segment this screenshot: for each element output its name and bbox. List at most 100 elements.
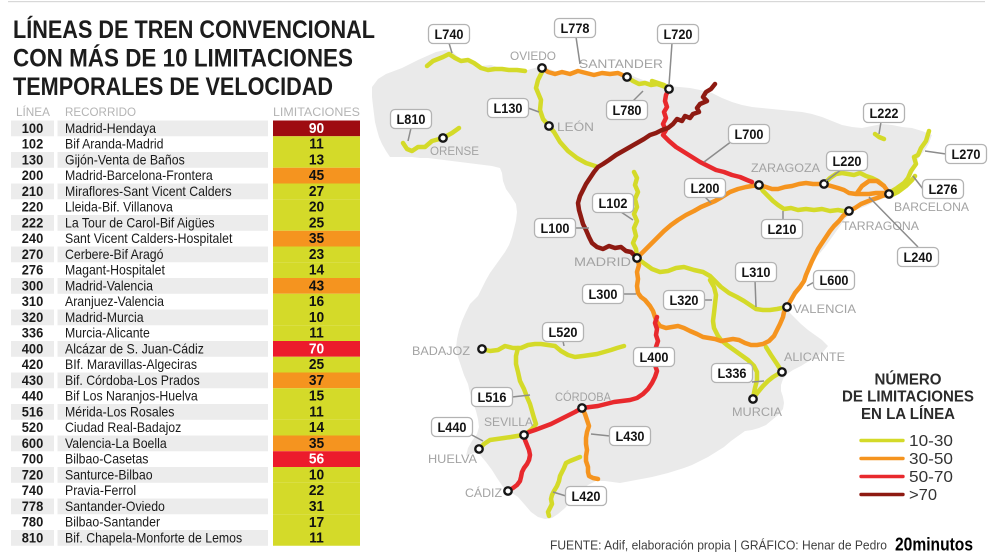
svg-text:70: 70	[309, 340, 324, 356]
svg-text:14: 14	[309, 419, 324, 435]
svg-text:L100: L100	[541, 221, 570, 236]
svg-text:LIMITACIONES: LIMITACIONES	[273, 105, 360, 119]
svg-text:22: 22	[309, 482, 324, 498]
svg-text:L400: L400	[640, 350, 669, 365]
svg-text:43: 43	[309, 277, 324, 293]
svg-text:Gijón-Venta de Baños: Gijón-Venta de Baños	[65, 152, 185, 168]
svg-text:310: 310	[22, 294, 43, 310]
svg-text:L740: L740	[435, 27, 464, 42]
svg-text:DE LIMITACIONES: DE LIMITACIONES	[842, 389, 974, 406]
svg-text:Murcia-Alicante: Murcia-Alicante	[65, 325, 150, 341]
svg-text:Madrid-Barcelona-Frontera: Madrid-Barcelona-Frontera	[65, 168, 213, 184]
svg-text:45: 45	[309, 167, 324, 183]
svg-text:516: 516	[22, 404, 43, 420]
svg-text:ALICANTE: ALICANTE	[784, 350, 845, 364]
svg-text:LÍNEA: LÍNEA	[16, 104, 50, 119]
svg-text:MADRID: MADRID	[574, 255, 631, 269]
svg-text:HUELVA: HUELVA	[428, 452, 477, 466]
svg-text:L336: L336	[718, 366, 747, 381]
svg-text:13: 13	[309, 151, 324, 167]
svg-text:LEÓN: LEÓN	[557, 119, 594, 134]
svg-text:L300: L300	[589, 287, 618, 302]
svg-text:37: 37	[309, 372, 324, 388]
svg-text:31: 31	[309, 498, 324, 514]
svg-text:220: 220	[22, 199, 43, 215]
svg-text:100: 100	[22, 121, 43, 137]
svg-text:L430: L430	[616, 429, 645, 444]
svg-text:Madrid-Valencia: Madrid-Valencia	[65, 278, 154, 294]
svg-text:EN LA LÍNEA: EN LA LÍNEA	[861, 406, 955, 423]
svg-text:20minutos: 20minutos	[895, 534, 973, 555]
svg-text:16: 16	[309, 293, 324, 309]
svg-text:10: 10	[309, 309, 324, 325]
svg-text:TARRAGONA: TARRAGONA	[842, 219, 919, 233]
svg-text:222: 222	[22, 215, 43, 231]
svg-text:Alcázar de S. Juan-Cádiz: Alcázar de S. Juan-Cádiz	[65, 341, 204, 357]
svg-text:L222: L222	[870, 106, 899, 121]
svg-text:780: 780	[22, 514, 43, 530]
svg-text:270: 270	[22, 247, 43, 263]
svg-text:740: 740	[22, 483, 43, 499]
svg-text:L420: L420	[572, 489, 601, 504]
svg-text:L210: L210	[768, 222, 797, 237]
svg-text:14: 14	[309, 261, 324, 277]
svg-text:35: 35	[309, 435, 324, 451]
svg-text:>70: >70	[909, 487, 937, 504]
svg-text:SEVILLA: SEVILLA	[484, 415, 533, 429]
svg-text:ORENSE: ORENSE	[430, 144, 479, 158]
svg-text:CÁDIZ: CÁDIZ	[465, 485, 502, 500]
svg-text:15: 15	[309, 387, 324, 403]
svg-text:Bif Aranda-Madrid: Bif Aranda-Madrid	[65, 136, 164, 152]
svg-text:Bif Los Naranjos-Huelva: Bif Los Naranjos-Huelva	[65, 388, 198, 404]
svg-text:23: 23	[309, 246, 324, 262]
svg-text:MURCIA: MURCIA	[732, 405, 782, 419]
svg-text:L320: L320	[670, 293, 699, 308]
svg-text:L130: L130	[494, 101, 523, 116]
svg-text:Bif. Córdoba-Los Prados: Bif. Córdoba-Los Prados	[65, 372, 200, 388]
svg-text:Sant Vicent Calders-Hospitalet: Sant Vicent Calders-Hospitalet	[65, 231, 233, 247]
svg-text:11: 11	[309, 529, 324, 545]
svg-text:BIf. Maravillas-Algeciras: BIf. Maravillas-Algeciras	[65, 357, 197, 373]
svg-text:Santander-Oviedo: Santander-Oviedo	[65, 498, 165, 514]
svg-text:200: 200	[22, 168, 43, 184]
svg-text:Bilbao-Casetas: Bilbao-Casetas	[65, 451, 149, 467]
svg-text:25: 25	[309, 356, 324, 372]
svg-text:BARCELONA: BARCELONA	[894, 200, 969, 214]
svg-text:10-30: 10-30	[909, 433, 953, 450]
svg-text:Ciudad Real-Badajoz: Ciudad Real-Badajoz	[65, 420, 181, 436]
svg-text:L240: L240	[904, 250, 933, 265]
svg-text:CON MÁS DE 10 LIMITACIONES: CON MÁS DE 10 LIMITACIONES	[13, 43, 353, 72]
svg-text:RECORRIDO: RECORRIDO	[65, 105, 136, 119]
svg-text:L600: L600	[820, 273, 849, 288]
svg-text:Lleida-Bif. Villanova: Lleida-Bif. Villanova	[65, 199, 173, 215]
svg-text:La Tour de Carol-Bif Aigües: La Tour de Carol-Bif Aigües	[65, 215, 215, 231]
svg-text:L720: L720	[664, 27, 693, 42]
svg-text:276: 276	[22, 262, 43, 278]
svg-text:Valencia-La Boella: Valencia-La Boella	[65, 435, 167, 451]
svg-text:L276: L276	[929, 182, 958, 197]
svg-text:17: 17	[309, 513, 324, 529]
svg-text:BADAJOZ: BADAJOZ	[412, 344, 470, 358]
svg-text:90: 90	[309, 120, 324, 136]
svg-text:CÓRDOBA: CÓRDOBA	[555, 389, 611, 404]
svg-text:Cerbere-Bif Aragó: Cerbere-Bif Aragó	[65, 246, 164, 262]
svg-text:102: 102	[22, 136, 43, 152]
svg-text:210: 210	[22, 184, 43, 200]
svg-text:440: 440	[22, 388, 43, 404]
svg-text:LÍNEAS DE TREN CONVENCIONAL: LÍNEAS DE TREN CONVENCIONAL	[13, 15, 375, 44]
svg-text:NÚMERO: NÚMERO	[875, 371, 942, 389]
svg-text:L810: L810	[397, 112, 426, 127]
svg-text:Madrid-Murcia: Madrid-Murcia	[65, 309, 144, 325]
svg-text:50-70: 50-70	[909, 469, 953, 486]
svg-text:TEMPORALES DE VELOCIDAD: TEMPORALES DE VELOCIDAD	[13, 73, 333, 101]
svg-text:720: 720	[22, 467, 43, 483]
svg-text:L520: L520	[549, 325, 578, 340]
svg-text:430: 430	[22, 373, 43, 389]
svg-text:240: 240	[22, 231, 43, 247]
svg-text:20: 20	[309, 198, 324, 214]
svg-text:700: 700	[22, 451, 43, 467]
svg-text:L778: L778	[561, 21, 590, 36]
svg-text:30-50: 30-50	[909, 451, 953, 468]
svg-text:11: 11	[309, 403, 324, 419]
svg-text:778: 778	[22, 499, 44, 515]
